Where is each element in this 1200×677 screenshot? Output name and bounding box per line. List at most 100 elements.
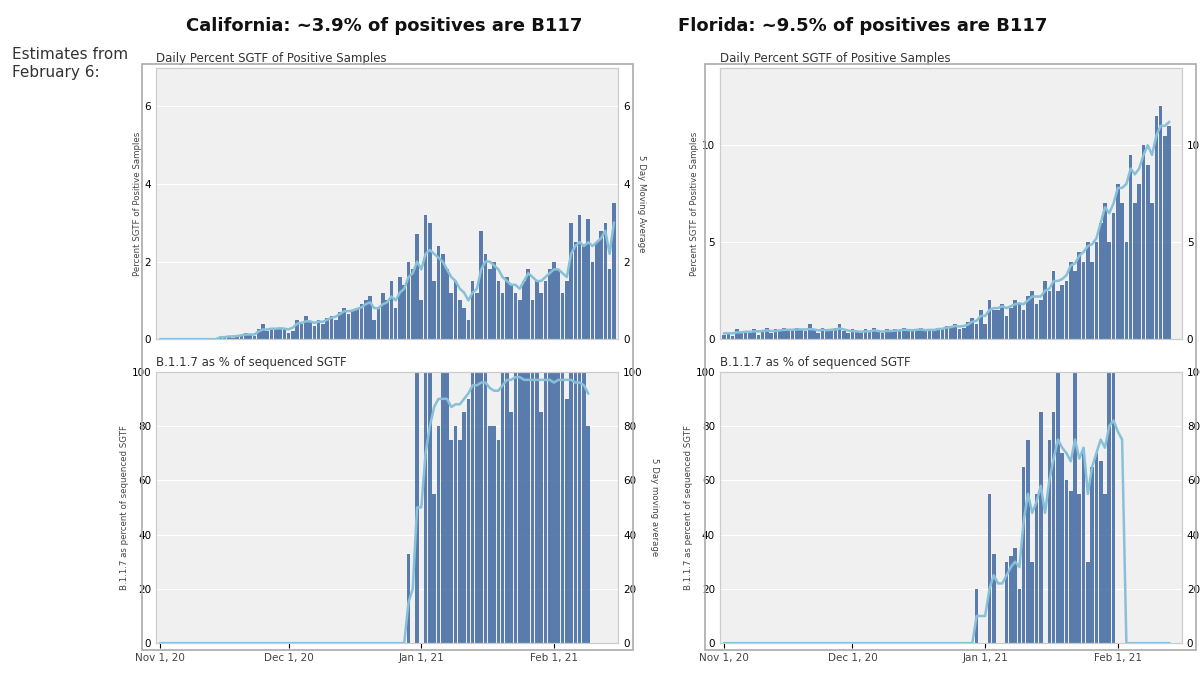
Bar [518,301,522,339]
Bar [355,308,359,339]
Bar [552,261,556,339]
Bar [407,554,410,643]
Bar [1091,466,1094,643]
Bar [1004,562,1008,643]
Y-axis label: 5 Day Moving Average: 5 Day Moving Average [637,154,647,252]
Bar [1026,297,1030,339]
Bar [432,494,436,643]
Bar [454,281,457,339]
Bar [829,330,833,339]
Bar [1078,494,1081,643]
Bar [522,372,526,643]
Bar [1111,372,1115,643]
Bar [1168,126,1171,339]
Bar [1061,285,1064,339]
Bar [808,324,811,339]
Bar [440,372,444,643]
Bar [270,328,274,339]
Bar [1108,372,1111,643]
Bar [497,439,500,643]
Bar [458,439,462,643]
Text: Estimates from
February 6:: Estimates from February 6: [12,47,128,80]
Bar [944,326,948,339]
Bar [782,328,786,339]
Bar [971,318,974,339]
Bar [739,333,743,339]
Bar [1078,252,1081,339]
Bar [364,301,367,339]
Bar [352,310,355,339]
Bar [988,494,991,643]
Bar [497,281,500,339]
Bar [1094,242,1098,339]
Bar [864,330,868,339]
Bar [557,269,560,339]
Bar [317,320,320,339]
Bar [415,234,419,339]
Bar [1048,290,1051,339]
Bar [1043,281,1046,339]
Bar [330,316,334,339]
Bar [854,331,858,339]
Bar [1073,271,1076,339]
Bar [432,281,436,339]
Bar [544,372,547,643]
Bar [218,337,222,339]
Bar [334,320,337,339]
Bar [342,308,346,339]
Bar [450,439,454,643]
Bar [402,285,406,339]
Bar [1013,548,1016,643]
Bar [587,219,590,339]
Bar [928,330,931,339]
Bar [842,331,846,339]
Bar [1031,562,1034,643]
Y-axis label: Percent SGTF of Positive Samples: Percent SGTF of Positive Samples [690,131,700,276]
Bar [1099,461,1103,643]
Bar [539,292,542,339]
Bar [1154,116,1158,339]
Bar [889,331,893,339]
Bar [1138,184,1141,339]
Bar [467,320,470,339]
Bar [1013,301,1016,339]
Bar [1001,304,1004,339]
Bar [470,372,474,643]
Bar [936,328,940,339]
Bar [590,261,594,339]
Bar [544,281,547,339]
Bar [282,328,286,339]
Bar [372,320,376,339]
Bar [778,331,781,339]
Bar [535,372,539,643]
Bar [462,412,466,643]
Bar [881,333,884,339]
Bar [530,301,534,339]
Bar [1099,223,1103,339]
Bar [812,330,816,339]
Bar [223,338,227,339]
Y-axis label: Percent SGTF of Positive Samples: Percent SGTF of Positive Samples [133,131,142,276]
Bar [428,223,432,339]
Bar [304,316,307,339]
Bar [450,292,454,339]
Bar [574,242,577,339]
Bar [992,310,996,339]
Text: Florida: ~9.5% of positives are B117: Florida: ~9.5% of positives are B117 [678,17,1048,35]
Bar [440,254,444,339]
Bar [262,324,265,339]
Bar [1163,135,1166,339]
Bar [407,261,410,339]
Bar [612,203,616,339]
Bar [308,322,312,339]
Bar [962,328,966,339]
Bar [569,372,572,643]
Bar [509,412,512,643]
Bar [1069,491,1073,643]
Bar [560,372,564,643]
Bar [360,304,364,339]
Bar [420,301,424,339]
Bar [574,372,577,643]
Bar [385,301,389,339]
Bar [1018,589,1021,643]
